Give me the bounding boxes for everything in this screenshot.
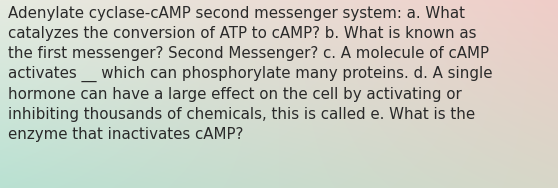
Text: Adenylate cyclase-cAMP second messenger system: a. What
catalyzes the conversion: Adenylate cyclase-cAMP second messenger … [8, 6, 493, 142]
